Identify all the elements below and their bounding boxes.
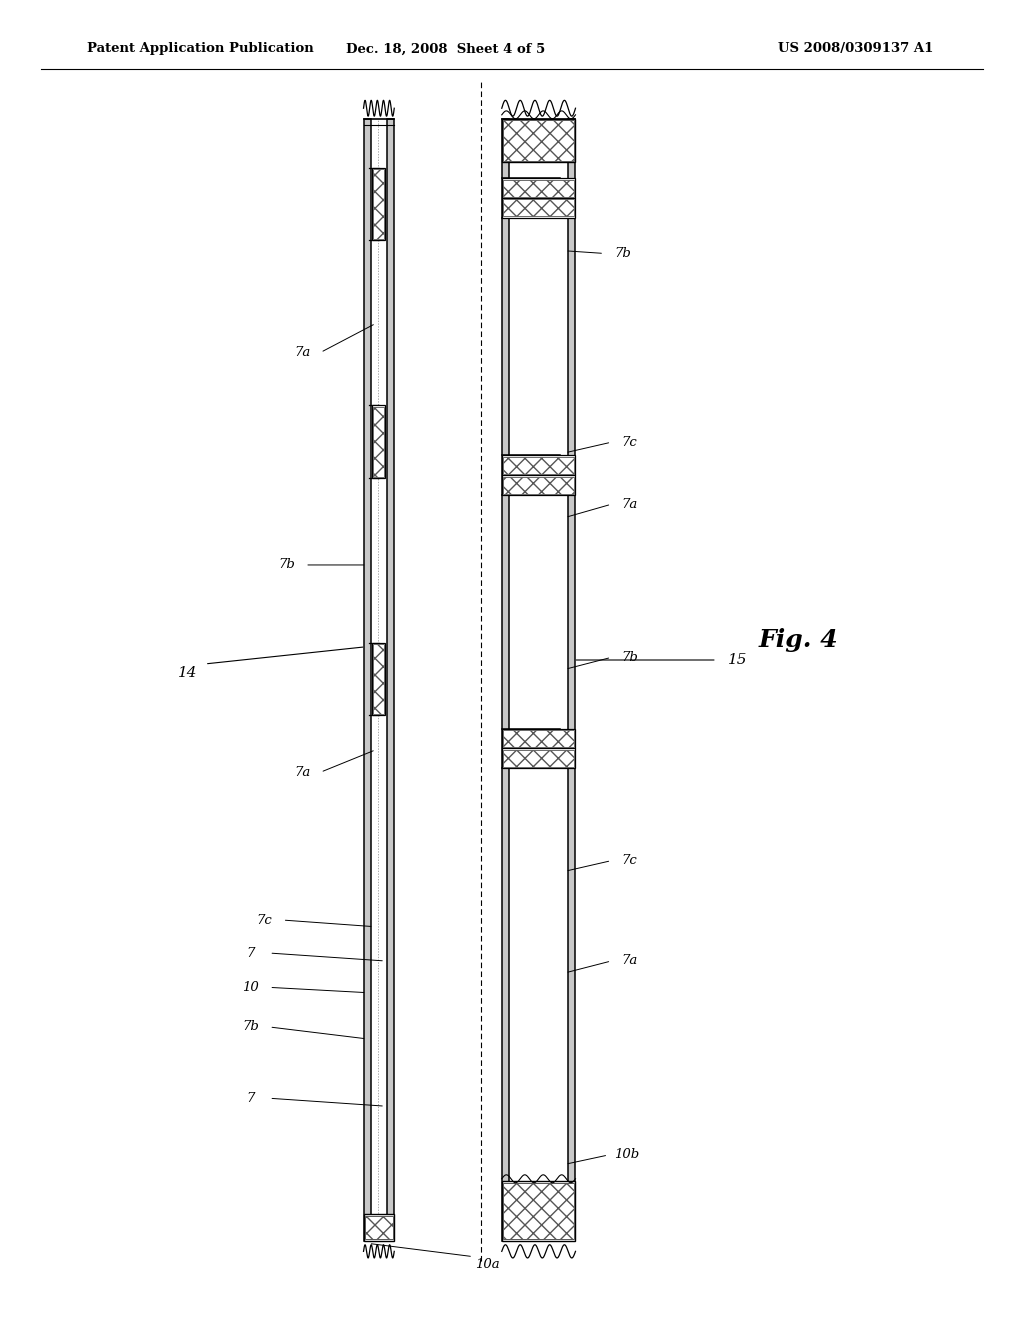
Bar [372,643,385,715]
Bar [503,1183,574,1239]
Bar [502,119,575,162]
Text: 10a: 10a [475,1258,500,1271]
Text: 7a: 7a [622,954,638,968]
Bar [568,119,575,1241]
Bar [387,119,394,1241]
Text: 7b: 7b [279,558,295,572]
Bar [372,405,385,478]
Text: 7c: 7c [622,854,638,867]
Text: 7b: 7b [614,247,631,260]
Bar [502,729,575,748]
Bar [502,455,575,475]
Bar [373,644,384,714]
Text: 15: 15 [727,653,748,667]
Text: 7b: 7b [243,1020,259,1034]
Bar [502,1181,575,1241]
Bar [502,475,575,495]
Text: 7a: 7a [294,766,310,779]
Text: Dec. 18, 2008  Sheet 4 of 5: Dec. 18, 2008 Sheet 4 of 5 [346,42,545,55]
Bar [503,750,574,767]
Bar [373,169,384,239]
Text: 7a: 7a [622,498,638,511]
Bar [503,477,574,494]
Bar [373,407,384,477]
Bar [364,119,371,1241]
Bar [364,1214,394,1241]
Text: 7c: 7c [622,436,638,449]
Text: Fig. 4: Fig. 4 [759,628,839,652]
Bar [503,199,574,216]
Bar [503,457,574,474]
Bar [372,168,385,240]
Bar [502,119,509,1241]
Bar [502,178,575,198]
Text: 10: 10 [243,981,259,994]
Bar [365,1216,393,1239]
Bar [503,180,574,197]
Bar [502,198,575,218]
Text: 7: 7 [247,1092,255,1105]
Text: 14: 14 [177,667,198,680]
Text: 7b: 7b [622,651,638,664]
Text: 10b: 10b [614,1148,639,1162]
Text: 7a: 7a [294,346,310,359]
Bar [503,730,574,747]
Bar [503,120,574,161]
Text: Patent Application Publication: Patent Application Publication [87,42,313,55]
Text: 7c: 7c [256,913,272,927]
Text: 7: 7 [247,946,255,960]
Bar [502,748,575,768]
Text: US 2008/0309137 A1: US 2008/0309137 A1 [778,42,934,55]
